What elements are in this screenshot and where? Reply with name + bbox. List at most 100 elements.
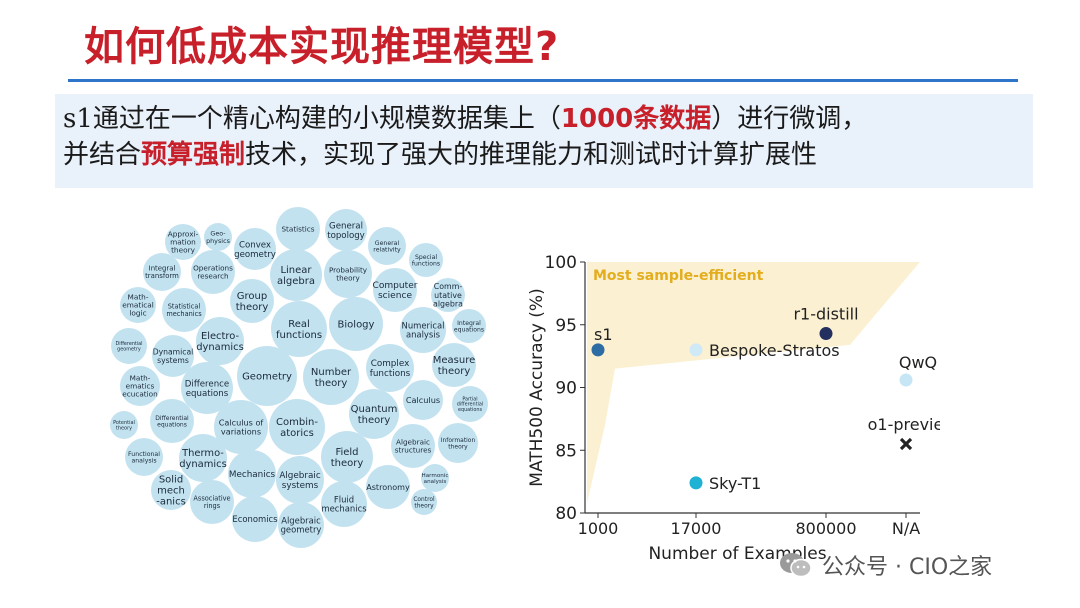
topic-bubble: Integral equations [452, 309, 486, 343]
topic-bubble: Quantum theory [349, 389, 399, 439]
data-point [899, 373, 913, 387]
topic-bubble-label: Algebraic geometry [281, 515, 322, 534]
topic-bubble: Partial differential equations [452, 386, 488, 422]
topic-bubble: Algebraic structures [391, 424, 435, 468]
topic-bubble-label: Statistics [281, 225, 314, 234]
slide-title: 如何低成本实现推理模型? [84, 24, 560, 70]
title-divider [68, 79, 1018, 82]
y-tick-label: 95 [555, 316, 577, 336]
topic-bubble: Control theory [411, 489, 437, 515]
topic-bubble: Dynamical systems [152, 335, 194, 377]
x-tick-label: 1000 [578, 519, 619, 538]
topic-bubble-label: Measure theory [433, 355, 476, 377]
topic-bubble: Linear algebra [270, 249, 322, 301]
summary-model-name: s1 [63, 104, 93, 134]
topic-bubble: Functional analysis [125, 438, 163, 476]
sample-efficient-label: Most sample-efficient [593, 268, 764, 284]
data-point [819, 327, 833, 341]
watermark-text: 公众号 · CIO之家 [822, 555, 993, 580]
topic-bubble-label: Electro-dynamics [196, 331, 244, 353]
x-tick-label: 17000 [671, 519, 722, 538]
topic-bubble-label: Complex functions [370, 359, 411, 379]
summary-text: 技术，实现了强大的推理能力和测试时计算扩展性 [245, 140, 818, 170]
topic-bubble-label: Control theory [413, 497, 435, 510]
topic-bubble-label: Calculus [406, 395, 440, 405]
topic-bubble: Calculus of variations [214, 400, 268, 454]
data-point-label: QwQ [899, 353, 937, 372]
topic-bubble-label: Integral equations [454, 320, 484, 334]
x-tick-label: N/A [892, 519, 920, 538]
topic-bubble-label: Calculus of variations [219, 417, 265, 436]
wechat-icon [778, 551, 814, 579]
topic-bubble-label: Linear algebra [277, 265, 315, 287]
summary-highlight-dataset: 1000条数据 [560, 104, 712, 134]
topic-bubble: Group theory [230, 279, 274, 323]
topic-bubble: Complex functions [366, 344, 414, 392]
topic-bubble: Algebraic systems [276, 456, 324, 504]
topic-bubble: Combin-atorics [269, 399, 325, 455]
topic-bubble: Thermo-dynamics [179, 434, 227, 482]
topic-bubble: Convex geometry [234, 228, 276, 270]
y-tick-label: 80 [555, 504, 577, 524]
topic-bubble: Differential geometry [111, 328, 147, 364]
topic-bubble-label: Math-ematical logic [122, 293, 154, 318]
sample-efficient-region [587, 262, 920, 503]
topic-bubble: Calculus [403, 380, 443, 420]
y-axis-label: MATH500 Accuracy (%) [527, 288, 547, 486]
data-point [689, 343, 703, 357]
topic-bubble-label: Information theory [441, 437, 476, 451]
topic-bubble: Statistical mechanics [162, 288, 206, 332]
topic-bubble-label: Computer science [373, 281, 418, 301]
topic-bubble: Measure theory [432, 343, 476, 387]
topic-bubble: Numerical analysis [400, 307, 446, 353]
topic-bubble-label: Dynamical systems [153, 347, 194, 364]
topic-bubble-label: General relativity [373, 240, 401, 254]
topic-bubble-label: Probability theory [329, 266, 368, 283]
topic-bubble-label: Algebraic structures [395, 438, 432, 455]
accuracy-scatter-chart: Most sample-efficient 80 85 90 95 100 1000 1700… [527, 253, 940, 564]
summary-line-1: s1通过在一个精心构建的小规模数据集上（1000条数据）进行微调， [63, 101, 1033, 137]
summary-text: ）进行微调， [711, 104, 868, 134]
topic-bubble-label: Harmonic analysis [422, 473, 449, 485]
topic-bubble-label: Differential geometry [115, 341, 142, 352]
topic-bubble: Mechanics [228, 450, 276, 498]
summary-box: s1通过在一个精心构建的小规模数据集上（1000条数据）进行微调， 并结合预算强… [55, 94, 1033, 188]
topic-bubble: Number theory [303, 349, 359, 405]
watermark: 公众号 · CIO之家 [778, 548, 992, 582]
topic-bubble-label: Real functions [276, 319, 322, 341]
topic-bubble-label: Approxi-mation theory [168, 230, 199, 255]
topic-bubble: Solid mech -anics [151, 470, 191, 510]
topic-bubble: Geo-physics [204, 223, 232, 251]
topic-bubble-label: Functional analysis [128, 451, 160, 465]
topic-bubble-label: Astronomy [366, 483, 410, 492]
topic-bubble-label: Special functions [412, 254, 440, 268]
topic-bubble: Differential equations [150, 399, 194, 443]
topic-bubble: Math-ematics ecucation [120, 366, 160, 406]
topic-bubble-label: Group theory [236, 291, 269, 313]
topic-bubble-label: Quantum theory [351, 404, 398, 426]
topic-bubble-label: Biology [338, 320, 375, 331]
topic-bubble: Approxi-mation theory [165, 224, 201, 260]
topic-bubble: Difference equations [181, 362, 233, 414]
y-tick-label: 100 [545, 253, 577, 273]
topic-bubble-label: Fluid mechanics [321, 494, 366, 513]
topic-bubble: Algebraic geometry [278, 502, 324, 548]
topic-bubble: Electro-dynamics [196, 317, 244, 365]
topic-bubble: Potential theory [110, 411, 138, 439]
data-point [689, 476, 703, 490]
topic-bubble: General relativity [368, 227, 406, 265]
topic-bubble-label: Partial differential equations [457, 396, 483, 413]
topic-bubble: Special functions [409, 243, 443, 277]
topic-bubble: Real functions [271, 301, 327, 357]
topic-bubble: Geometry [237, 346, 297, 406]
topic-bubble-label: Solid mech -anics [156, 475, 186, 508]
topic-bubble: Astronomy [366, 465, 410, 509]
y-tick-label: 90 [555, 379, 577, 399]
topic-bubble-cloud: Approxi-mation theory Geo-physics Convex geo… [110, 207, 488, 548]
topic-bubble-label: Statistical mechanics [166, 303, 202, 318]
summary-line-2: 并结合预算强制技术，实现了强大的推理能力和测试时计算扩展性 [63, 137, 1033, 173]
x-tick-label: 800000 [795, 519, 856, 538]
topic-bubble-label: Mechanics [229, 470, 276, 480]
topic-bubble: Comm-utative algebra [431, 278, 465, 312]
topic-bubble: General topology [325, 209, 367, 251]
